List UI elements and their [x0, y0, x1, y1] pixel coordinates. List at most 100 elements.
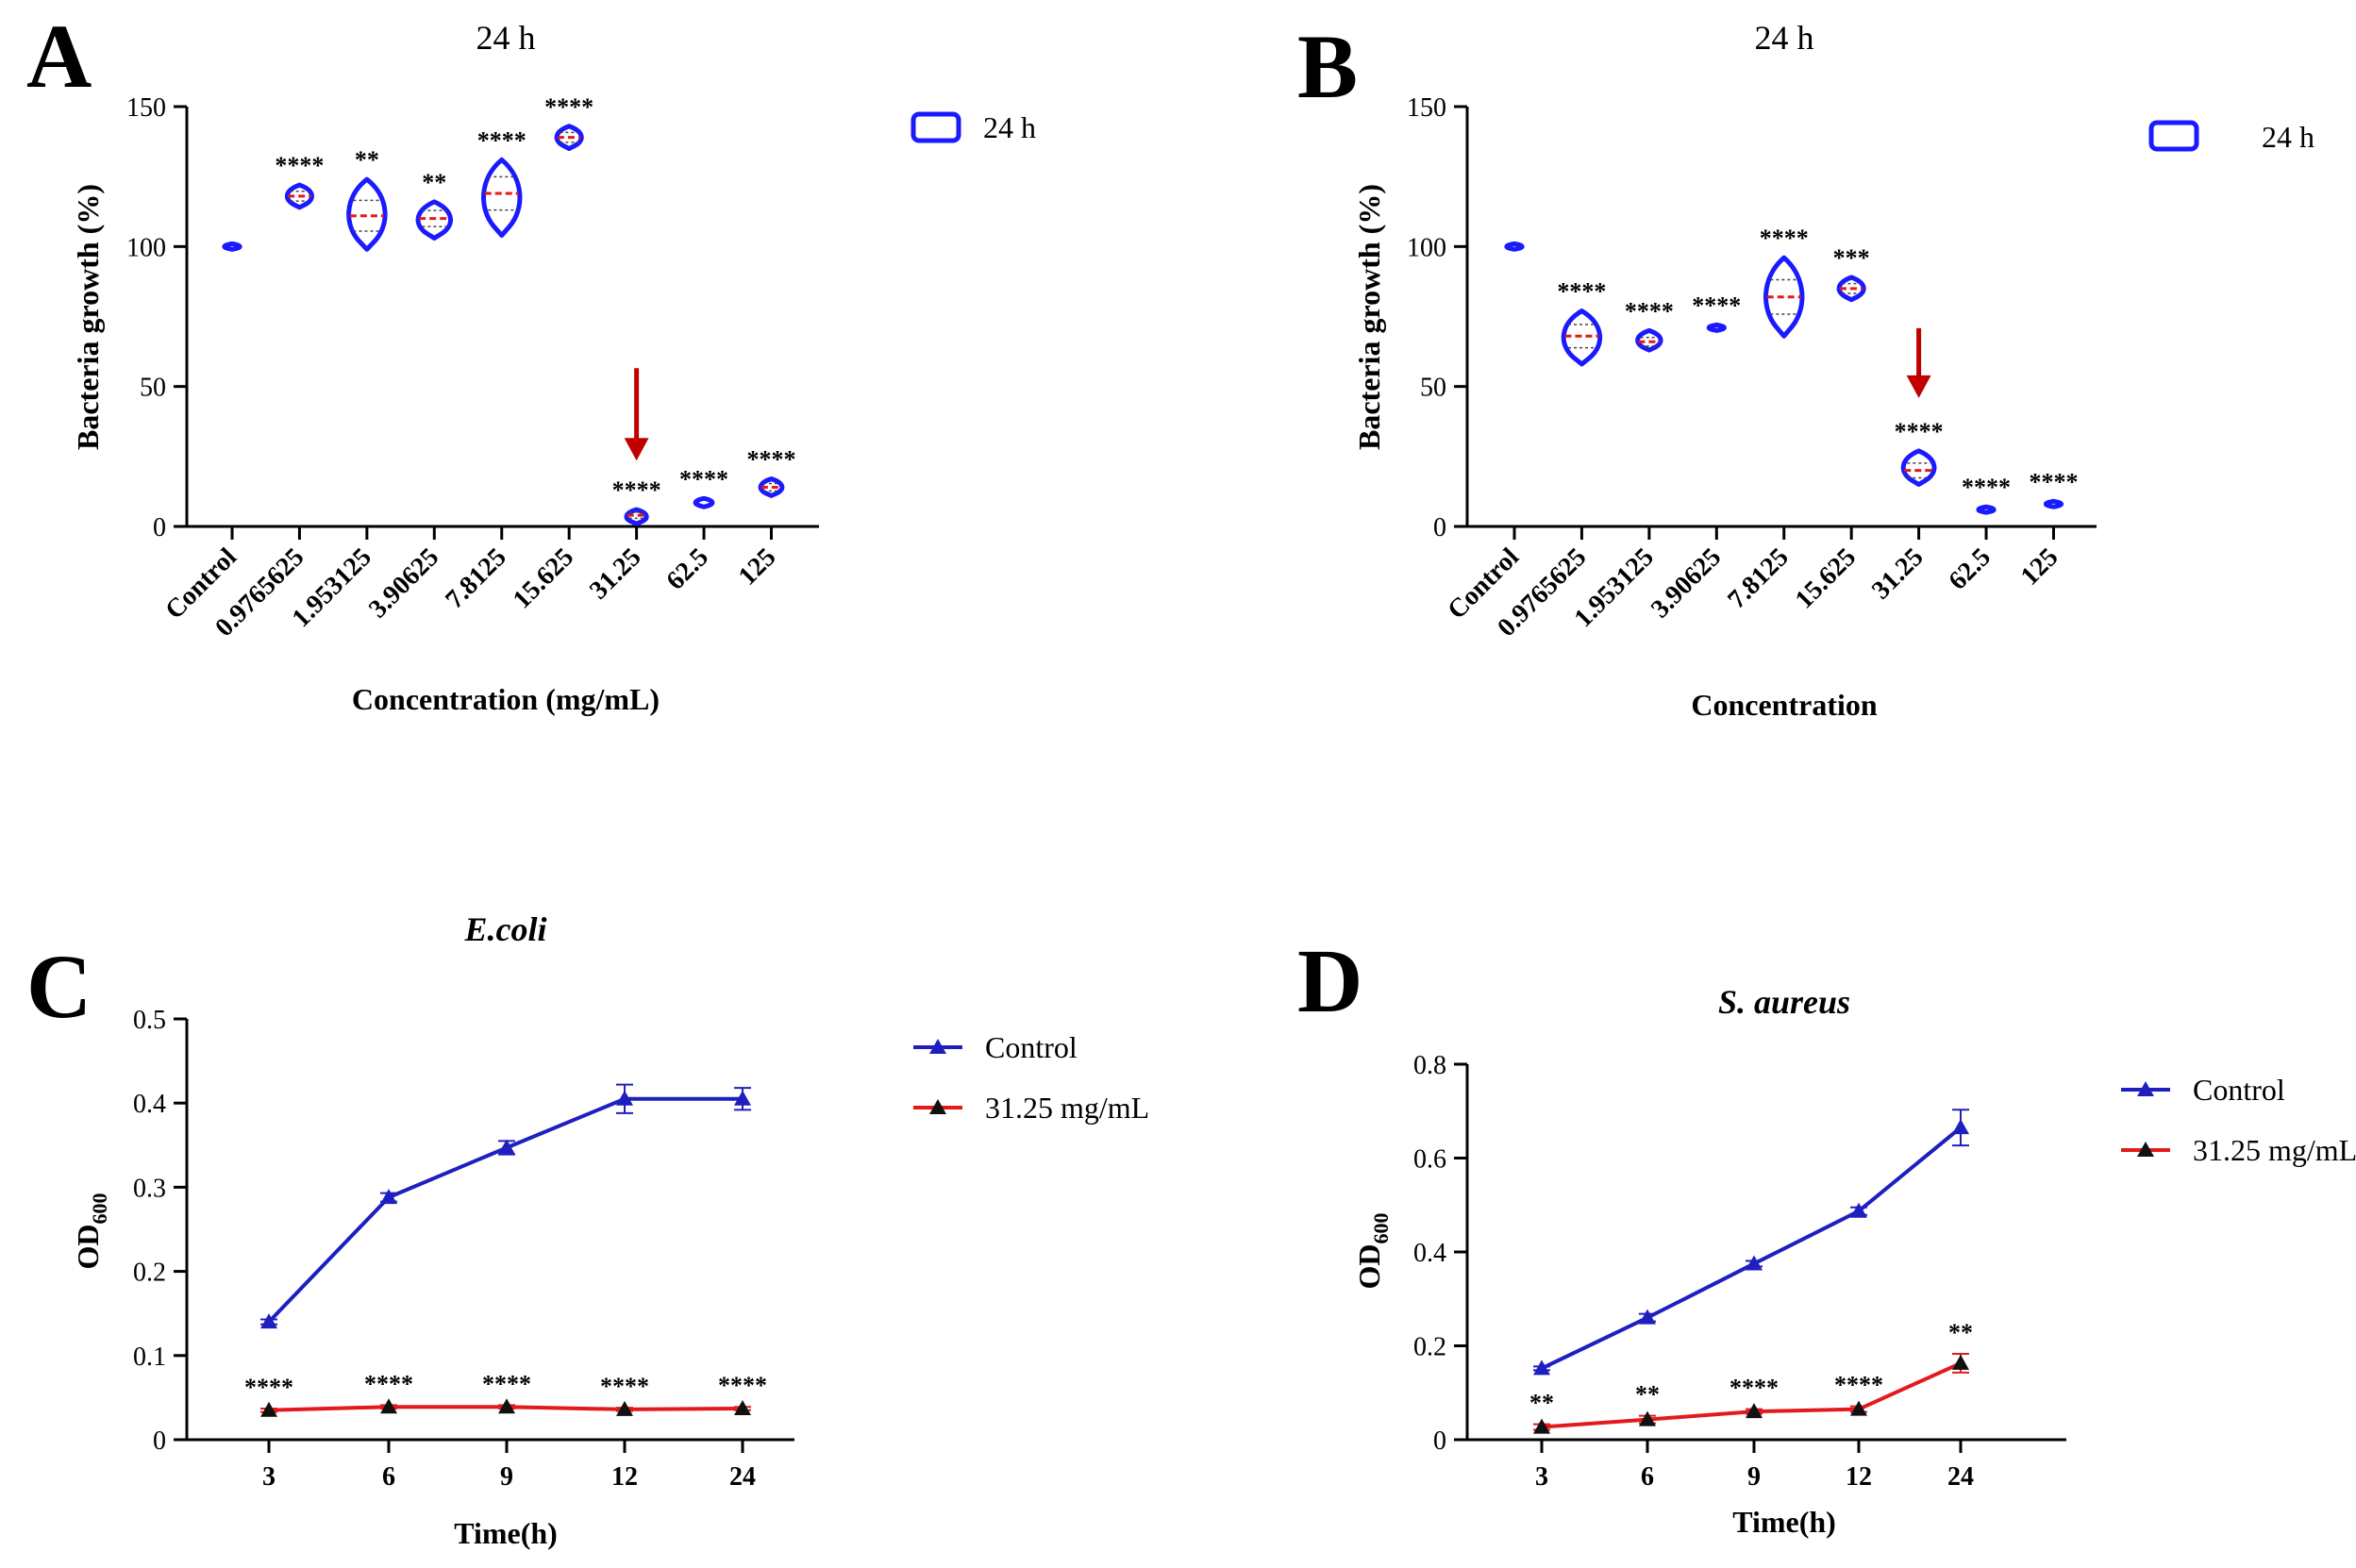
x-tick-label: 6: [382, 1462, 395, 1492]
significance-mark: ****: [600, 1373, 649, 1400]
y-tick-label: 0: [1433, 1426, 1446, 1456]
significance-mark: ****: [2029, 468, 2078, 495]
significance-mark: ****: [1834, 1372, 1883, 1399]
x-tick-label: 9: [500, 1462, 513, 1492]
significance-mark: ****: [1557, 278, 1606, 306]
arrow-head: [1906, 375, 1931, 398]
panel-c-x-label: Time(h): [454, 1516, 558, 1550]
data-point: [1639, 1410, 1656, 1426]
data-point: [498, 1139, 515, 1155]
data-point: [1746, 1403, 1763, 1419]
x-tick-label: 15.625: [508, 542, 579, 614]
x-tick-label: 12: [611, 1462, 638, 1492]
panel-c-legend: Control 31.25 mg/mL: [913, 1030, 1149, 1125]
violin-shape: [1976, 504, 1997, 515]
panel-c-letter: C: [26, 936, 92, 1037]
x-tick-label: 24: [729, 1462, 756, 1492]
y-tick-label: 0.4: [133, 1090, 166, 1119]
panel-d-series: [1533, 1109, 1969, 1434]
panel-d-x-ticks: 3 6 9 12 24: [1535, 1440, 1974, 1492]
y-tick-label: 0: [153, 1426, 166, 1456]
y-tick-label: 150: [126, 93, 166, 123]
control-line: [1541, 1126, 1963, 1371]
data-point: [380, 1398, 397, 1414]
significance-mark: ****: [275, 152, 324, 179]
significance-mark: **: [355, 146, 379, 174]
panel-c-x-ticks: 3 6 9 12 24: [262, 1440, 756, 1492]
violin-shape: [693, 495, 715, 509]
x-tick-label: 15.625: [1790, 542, 1862, 614]
x-tick-label: 6: [1641, 1462, 1654, 1492]
legend-marker: [929, 1099, 946, 1114]
data-point: [1850, 1400, 1867, 1416]
panel-a-y-label: Bacteria growth (%): [71, 184, 105, 450]
panel-d-legend: Control 31.25 mg/mL: [2121, 1073, 2356, 1167]
x-tick-label: 12: [1846, 1462, 1872, 1492]
panel-a-letter: A: [26, 6, 92, 107]
panel-a-arrow: [624, 368, 649, 461]
panel-c-title: E.coli: [464, 910, 547, 948]
y-tick-label: 0.5: [133, 1006, 166, 1035]
y-tick-label: 0.8: [1413, 1051, 1446, 1080]
significance-mark: ****: [244, 1374, 293, 1401]
panel-b-y-label: Bacteria growth (%): [1352, 184, 1386, 450]
data-point: [734, 1090, 751, 1106]
data-point: [616, 1090, 633, 1106]
significance-mark: **: [1529, 1390, 1554, 1417]
violin-shape: [1504, 241, 1525, 252]
significance-mark: ****: [1692, 292, 1741, 319]
data-point: [1952, 1354, 1969, 1370]
significance-mark: ****: [1729, 1375, 1779, 1402]
x-tick-label: 125: [733, 542, 782, 592]
violin-shape: [1706, 322, 1727, 333]
x-tick-label: 7.8125: [440, 542, 511, 614]
arrow-head: [624, 438, 649, 461]
x-tick-label: 3.90625: [363, 542, 444, 624]
panel-b-legend-label: 24 h: [2262, 120, 2314, 154]
panel-b-legend: 24 h: [2148, 120, 2314, 154]
panel-a-legend-label: 24 h: [983, 110, 1036, 144]
significance-mark: ****: [612, 476, 661, 504]
significance-mark: ****: [477, 126, 526, 154]
panel-c-y-ticks: 0 0.1 0.2 0.3 0.4 0.5: [133, 1006, 187, 1456]
panel-b-letter: B: [1297, 16, 1358, 117]
y-tick-label: 50: [1420, 374, 1446, 403]
data-point: [1533, 1418, 1550, 1434]
panel-c-axes: [185, 1019, 794, 1442]
panel-a-title: 24 h: [476, 19, 536, 57]
significance-mark: ****: [679, 465, 728, 492]
data-point: [380, 1189, 397, 1205]
panel-d-significance: ** ** **** ******: [1529, 1319, 1973, 1417]
panel-a-legend-swatch: [911, 111, 961, 143]
legend-marker: [2137, 1081, 2154, 1096]
violin-shape: [624, 507, 649, 526]
y-tick-label: 0.6: [1413, 1145, 1446, 1175]
significance-mark: ****: [482, 1370, 531, 1397]
significance-mark: ****: [364, 1370, 413, 1397]
significance-mark: ****: [1760, 225, 1809, 252]
panel-b-legend-swatch: [2148, 120, 2199, 152]
y-tick-label: 0.4: [1413, 1239, 1446, 1268]
panel-a-violins: [222, 124, 785, 526]
x-tick-label: 3: [262, 1462, 276, 1492]
significance-mark: ***: [1833, 244, 1870, 272]
panel-a-legend: 24 h: [911, 110, 1036, 144]
y-tick-label: 150: [1407, 93, 1446, 123]
panel-d-x-label: Time(h): [1732, 1505, 1836, 1539]
panel-d-y-ticks: 0 0.2 0.4 0.6 0.8: [1413, 1051, 1467, 1456]
x-tick-label: 9: [1747, 1462, 1761, 1492]
legend-marker: [929, 1039, 946, 1054]
y-tick-label: 100: [1407, 233, 1446, 262]
data-point: [1746, 1255, 1763, 1271]
data-point: [616, 1400, 633, 1416]
legend-label: Control: [2193, 1073, 2285, 1107]
y-tick-label: 0.3: [133, 1174, 166, 1203]
data-point: [734, 1399, 751, 1415]
panel-c-y-label: OD600: [71, 1193, 111, 1270]
y-tick-label: 50: [140, 374, 166, 403]
y-tick-label: 0.2: [133, 1259, 166, 1288]
significance-mark: **: [1635, 1381, 1660, 1409]
x-tick-label: 31.25: [584, 542, 646, 605]
data-point: [1952, 1119, 1969, 1135]
